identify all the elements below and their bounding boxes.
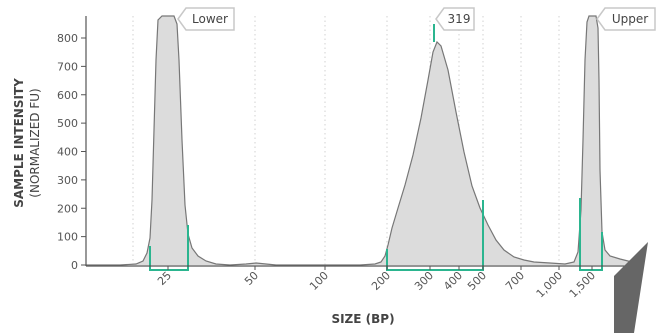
x-tick-label: 200 xyxy=(369,269,393,293)
y-ticks: 0 100 200 300 400 500 600 700 800 xyxy=(57,32,86,272)
peak-label: Upper xyxy=(612,12,648,26)
peak-regions xyxy=(149,198,603,271)
x-tick-label: 100 xyxy=(307,269,331,293)
x-tick-label: 25 xyxy=(155,269,174,288)
x-tick-label: 1,000 xyxy=(534,269,565,300)
y-tick-label: 0 xyxy=(71,259,78,272)
x-tick-label: 400 xyxy=(441,269,465,293)
x-tick-label: 300 xyxy=(412,269,436,293)
intensity-line xyxy=(86,15,641,266)
y-tick-label: 700 xyxy=(57,60,78,73)
peak-label: Lower xyxy=(192,12,228,26)
peak-region-bracket xyxy=(149,225,189,271)
x-axis-title: SIZE (BP) xyxy=(331,312,394,326)
peak-callouts: Lower 319 Upper xyxy=(177,7,656,31)
peak-callout-tag xyxy=(596,7,656,31)
y-tick-label: 300 xyxy=(57,174,78,187)
peak-callout-tag xyxy=(435,7,475,31)
intensity-area xyxy=(86,16,640,265)
x-ticks: 25 50 100 200 300 400 500 700 1,000 1,500 xyxy=(155,266,598,300)
y-axis-title: SAMPLE INTENSITY xyxy=(12,78,26,208)
scroll-handle-icon[interactable] xyxy=(614,242,648,333)
x-tick-label: 700 xyxy=(503,269,527,293)
peak-region-bracket xyxy=(386,200,484,271)
peak-callout-tag xyxy=(177,7,235,31)
grid-lines xyxy=(132,16,593,266)
y-tick-label: 400 xyxy=(57,146,78,159)
x-tick-label: 500 xyxy=(465,269,489,293)
peak-label: 319 xyxy=(448,12,471,26)
x-tick-label: 1,500 xyxy=(567,269,598,300)
peak-region-bracket xyxy=(579,198,603,271)
y-tick-label: 200 xyxy=(57,202,78,215)
x-tick-label: 50 xyxy=(242,269,261,288)
y-tick-label: 100 xyxy=(57,231,78,244)
y-tick-label: 600 xyxy=(57,89,78,102)
y-axis-subtitle: (NORMALIZED FU) xyxy=(28,88,42,197)
y-tick-label: 800 xyxy=(57,32,78,45)
y-tick-label: 500 xyxy=(57,117,78,130)
